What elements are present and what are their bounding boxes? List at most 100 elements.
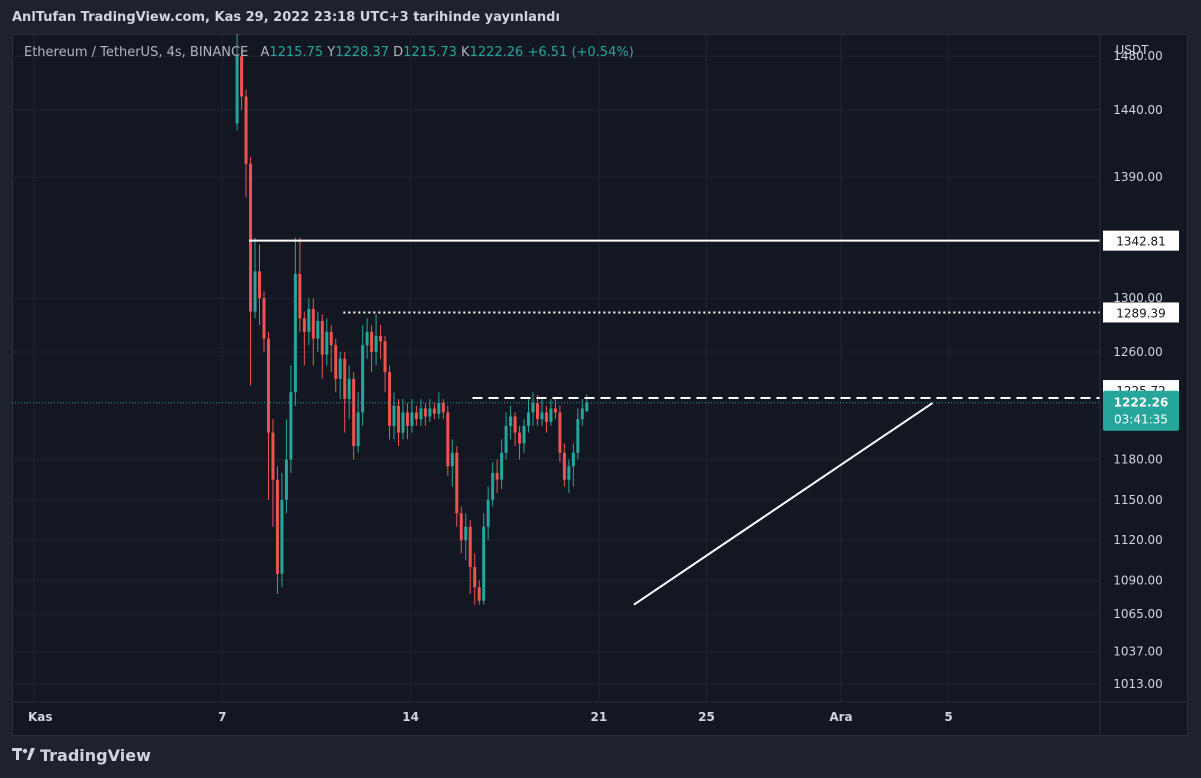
candle-body — [522, 425, 526, 444]
candle — [580, 399, 584, 426]
candle-body — [298, 274, 302, 319]
candle — [302, 311, 306, 366]
candle-body — [311, 308, 315, 339]
candle — [262, 291, 266, 352]
candle-body — [553, 408, 557, 413]
candle — [567, 459, 571, 494]
candle-body — [316, 321, 320, 339]
candle-body — [580, 408, 584, 420]
current-price-label: 1222.26 — [1114, 396, 1169, 410]
candle-body — [284, 459, 288, 500]
y-tick-label: 1090.00 — [1113, 573, 1163, 587]
x-tick-label: Kas — [28, 710, 53, 724]
candle-body — [576, 419, 580, 453]
candle-body — [388, 372, 392, 426]
candle-body — [271, 432, 275, 480]
tradingview-brand[interactable]: TradingView — [12, 746, 151, 765]
legend-change: +6.51 (+0.54%) — [527, 45, 634, 60]
candle — [410, 399, 414, 433]
candle — [432, 403, 436, 420]
candle-body — [567, 466, 571, 480]
y-tick-label: 1150.00 — [1113, 493, 1163, 507]
x-tick-label: 21 — [591, 710, 608, 724]
candle — [311, 298, 315, 366]
y-tick-label: 1300.00 — [1113, 291, 1163, 305]
legend-symbol[interactable]: Ethereum / TetherUS, 4s, BINANCE — [24, 45, 249, 60]
candle — [235, 34, 239, 131]
candle — [562, 443, 566, 487]
candle — [571, 443, 575, 487]
candle-body — [500, 452, 504, 480]
y-tick-label: 1390.00 — [1113, 170, 1163, 184]
x-tick-label: 25 — [698, 710, 715, 724]
candle — [266, 331, 270, 500]
candle — [504, 412, 508, 460]
candle — [486, 486, 490, 541]
candle — [509, 405, 513, 440]
candle — [535, 394, 539, 426]
candle — [352, 372, 356, 460]
ascending-trendline[interactable] — [633, 402, 934, 606]
candle-body — [459, 513, 463, 541]
y-tick-label: 1180.00 — [1113, 453, 1163, 467]
candle — [249, 157, 253, 386]
y-tick-label: 1120.00 — [1113, 533, 1163, 547]
candle — [374, 314, 378, 366]
candle — [379, 325, 383, 359]
candle — [455, 446, 459, 527]
y-tick-label: 1440.00 — [1113, 103, 1163, 117]
y-tick-label: 1260.00 — [1113, 345, 1163, 359]
currency-label: USDT — [1116, 43, 1150, 57]
y-tick-label: 1013.00 — [1113, 677, 1163, 691]
candle-body — [562, 452, 566, 480]
candle-body — [307, 308, 311, 332]
level-price-tag — [1103, 230, 1179, 251]
candle — [531, 392, 535, 426]
candle — [343, 351, 347, 433]
candle-body — [244, 96, 248, 164]
candle — [240, 49, 244, 110]
candle-body — [450, 452, 454, 467]
symbol-legend[interactable]: Ethereum / TetherUS, 4s, BINANCE A1215.7… — [24, 45, 634, 60]
candle — [441, 399, 445, 420]
candle — [558, 405, 562, 463]
chart-pane[interactable] — [12, 34, 1188, 736]
candle-body — [509, 416, 513, 426]
legend-low-label: D — [393, 45, 404, 60]
candle-body — [549, 408, 553, 422]
candle-body — [396, 405, 400, 433]
candle-body — [293, 274, 297, 393]
candle-body — [419, 408, 423, 420]
candle-body — [275, 479, 279, 574]
candle-body — [262, 298, 266, 339]
candle — [419, 399, 423, 426]
level-price-tag — [1103, 302, 1179, 323]
candle — [356, 392, 360, 453]
candle — [500, 439, 504, 490]
candle — [513, 412, 517, 447]
candle-body — [455, 452, 459, 514]
legend-close: 1222.26 — [469, 45, 524, 60]
candle-body — [370, 331, 374, 352]
candle — [271, 419, 275, 527]
candle — [253, 237, 257, 319]
candle — [405, 403, 409, 440]
x-tick-label: 14 — [402, 710, 419, 724]
candle — [482, 513, 486, 605]
candle-body — [428, 408, 432, 417]
candle — [293, 237, 297, 406]
brand-name: TradingView — [40, 746, 151, 765]
legend-high-label: Y — [327, 45, 336, 60]
candle — [307, 298, 311, 346]
candle-body — [513, 416, 517, 433]
candle-body — [558, 412, 562, 453]
candle — [284, 419, 288, 514]
x-tick-label: 7 — [218, 710, 226, 724]
candle — [280, 472, 284, 588]
candle — [437, 392, 441, 420]
candle — [423, 403, 427, 426]
candle-body — [235, 56, 239, 124]
candle — [464, 513, 468, 561]
